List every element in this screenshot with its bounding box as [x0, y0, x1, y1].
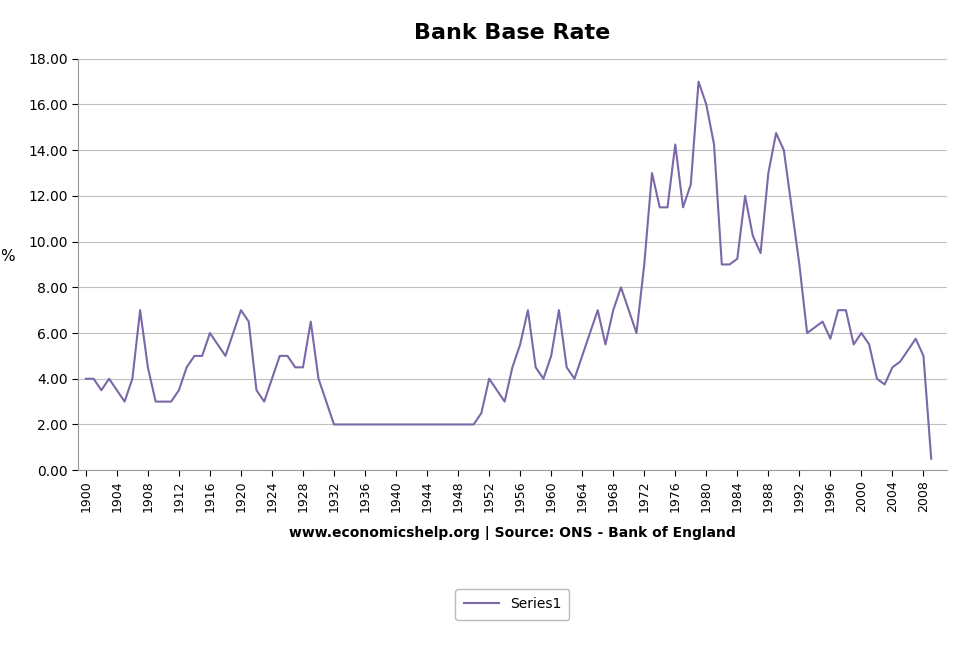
- Series1: [878, 381, 890, 389]
- Series1: [80, 375, 92, 383]
- Series1: [925, 454, 937, 462]
- Series1: [910, 335, 921, 343]
- Y-axis label: %: %: [0, 249, 15, 264]
- Line: Series1: Series1: [86, 82, 931, 458]
- Series1: [491, 387, 503, 394]
- Legend: Series1: Series1: [456, 589, 569, 620]
- Series1: [468, 421, 479, 428]
- X-axis label: www.economicshelp.org | Source: ONS - Bank of England: www.economicshelp.org | Source: ONS - Ba…: [289, 526, 736, 540]
- Series1: [677, 204, 689, 212]
- Series1: [328, 421, 340, 428]
- Title: Bank Base Rate: Bank Base Rate: [414, 24, 611, 43]
- Series1: [693, 78, 705, 86]
